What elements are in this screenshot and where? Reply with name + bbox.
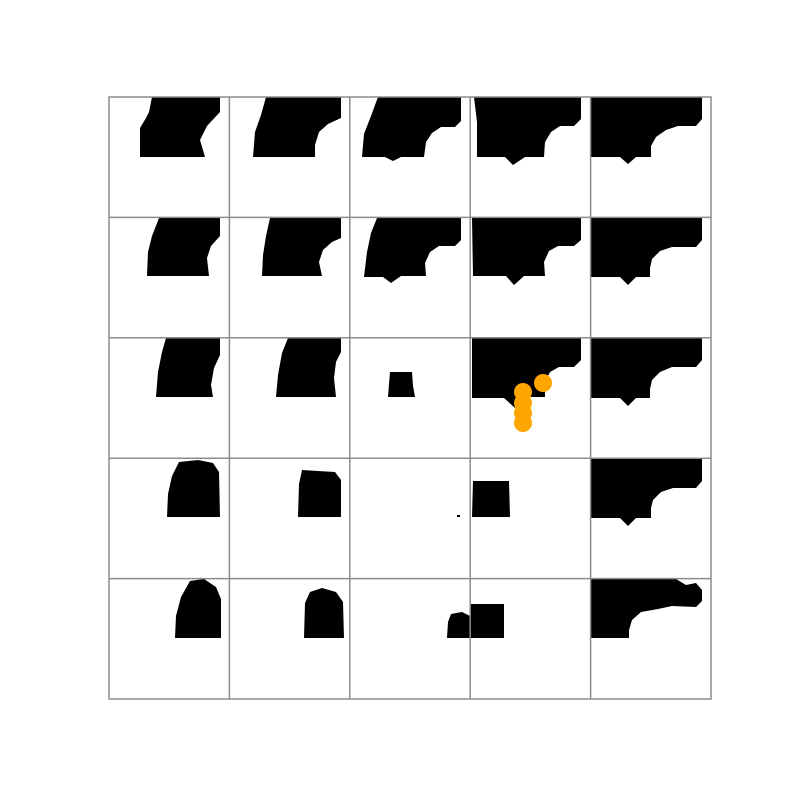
cell-r3-c4: [591, 458, 702, 526]
mask-shape: [474, 97, 581, 165]
cell-r0-c4: [591, 97, 702, 164]
mask-shape: [591, 218, 702, 285]
mask-shape: [175, 579, 221, 638]
cell-r2-c0: [156, 338, 220, 397]
mask-shape: [591, 338, 702, 406]
mask-shape: [472, 338, 581, 408]
cell-r4-c2: [447, 612, 470, 638]
mask-shape: [472, 481, 510, 517]
mask-shape: [276, 338, 341, 397]
cell-r1-c4: [591, 218, 702, 285]
mask-shape: [591, 458, 702, 526]
mask-shape: [364, 218, 461, 283]
cell-r4-c0: [175, 579, 221, 638]
cell-r0-c3: [474, 97, 581, 165]
mask-shape: [362, 97, 461, 161]
mask-shape: [447, 612, 470, 638]
mask-shape: [262, 218, 341, 276]
orange-marker: [534, 374, 552, 392]
grid-outer-border: [108, 96, 712, 700]
cell-r3-c2: [457, 515, 460, 517]
mask-speck: [457, 515, 460, 517]
grid-lines: [108, 96, 712, 700]
mask-shape: [298, 470, 341, 517]
mask-shape: [167, 460, 220, 517]
mask-shape: [591, 97, 702, 164]
cell-r4-c1: [304, 588, 344, 638]
cell-r0-c1: [253, 97, 341, 157]
cell-r4-c3: [470, 604, 504, 638]
cell-r2-c3: [472, 338, 581, 432]
cell-r2-c4: [591, 338, 702, 406]
mask-shape: [388, 372, 415, 397]
mask-shape: [147, 218, 220, 276]
cell-r3-c0: [167, 460, 220, 517]
mask-shape: [253, 97, 341, 157]
cell-r2-c2: [388, 372, 415, 397]
mask-shape: [304, 588, 344, 638]
orange-marker: [514, 414, 532, 432]
mask-shape: [156, 338, 220, 397]
mask-shape: [470, 604, 504, 638]
cell-r1-c0: [147, 218, 220, 276]
cell-r3-c3: [472, 481, 510, 517]
mask-shape: [472, 218, 581, 285]
mask-shape: [591, 578, 702, 638]
cell-r1-c2: [364, 218, 461, 283]
cell-r3-c1: [298, 470, 341, 517]
cell-r4-c4: [591, 578, 702, 638]
cell-r1-c3: [472, 218, 581, 285]
cell-r2-c1: [276, 338, 341, 397]
orange-marker-group: [514, 374, 552, 432]
cell-r0-c2: [362, 97, 461, 161]
cell-r0-c0: [140, 97, 220, 157]
mask-shape: [140, 97, 220, 157]
cell-r1-c1: [262, 218, 341, 276]
